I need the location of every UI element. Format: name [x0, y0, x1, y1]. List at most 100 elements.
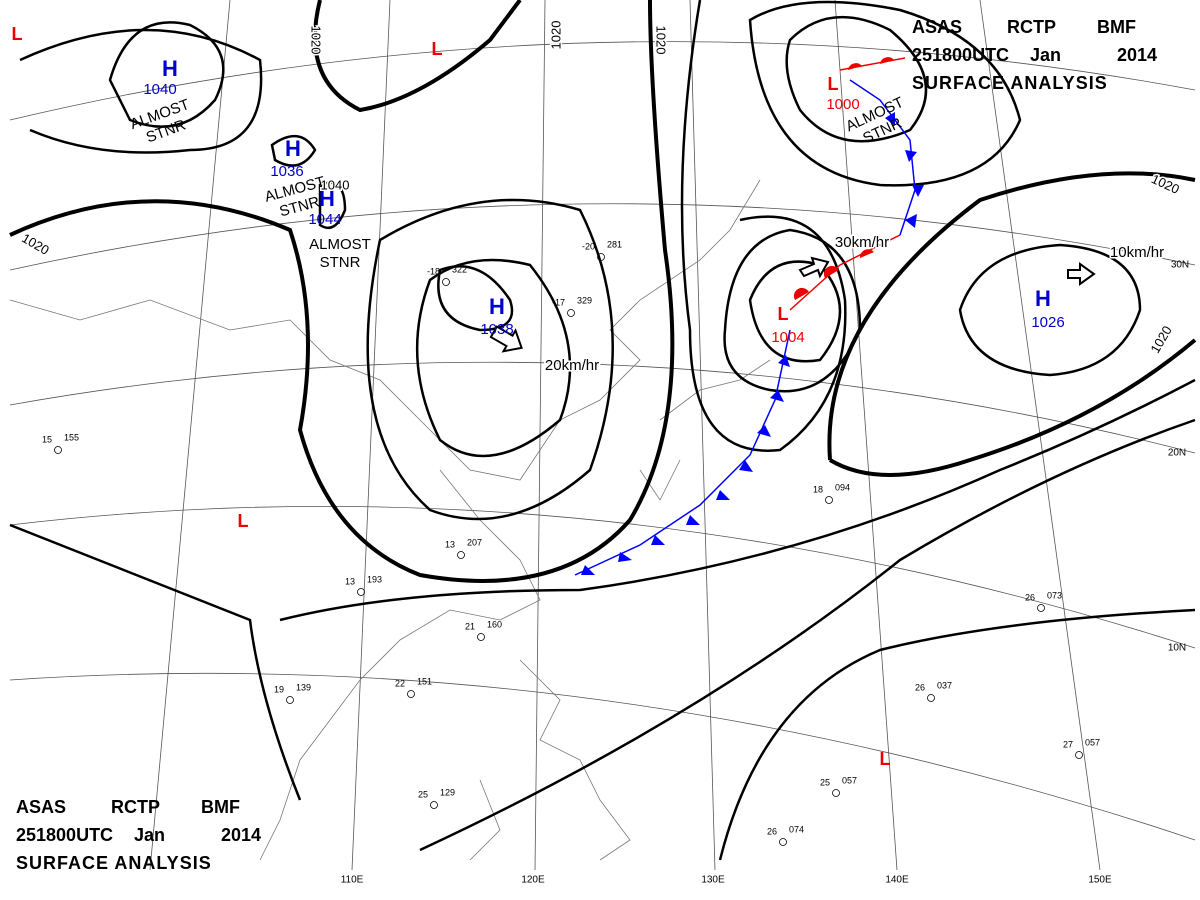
station-temp: 22	[395, 678, 405, 688]
station-symbol	[825, 496, 833, 504]
longitude-label: 120E	[521, 875, 545, 886]
station-temp: 15	[42, 434, 52, 444]
center-pressure: 1038	[480, 321, 513, 338]
station-temp: 26	[915, 682, 925, 692]
motion-arrows	[489, 256, 1096, 353]
center-symbol: H	[1035, 286, 1051, 311]
station-symbol	[430, 801, 438, 809]
station-symbol	[442, 278, 450, 286]
lat-line	[9, 41, 1196, 121]
latitude-label: 10N	[1168, 643, 1186, 654]
station-symbol	[567, 309, 575, 317]
front-symbols	[848, 57, 894, 70]
lon-line	[351, 0, 391, 871]
header-text: ASAS	[16, 797, 66, 817]
station-pressure: 329	[577, 295, 592, 305]
station-pressure: 073	[1047, 590, 1062, 600]
isobar	[958, 243, 1142, 377]
station-pressure: 193	[367, 574, 382, 584]
station-temp: 25	[418, 789, 428, 799]
isobar	[19, 28, 263, 154]
longitude-label: 130E	[701, 875, 725, 886]
header-text: 2014	[221, 825, 261, 845]
station-symbol	[477, 633, 485, 641]
center-symbol: H	[489, 294, 505, 319]
station-temp: 13	[345, 576, 355, 586]
lat-line	[9, 361, 1196, 454]
header-text: ASAS	[912, 17, 962, 37]
center-pressure: 1036	[270, 163, 303, 180]
coast	[639, 359, 771, 501]
station-symbol	[927, 694, 935, 702]
isobars	[9, 0, 1197, 861]
station-symbol	[832, 789, 840, 797]
station-symbol	[1075, 751, 1083, 759]
station-temp: 25	[820, 777, 830, 787]
header-text: Jan	[134, 825, 165, 845]
station-symbol	[597, 253, 605, 261]
isobar	[108, 21, 225, 128]
coast	[9, 179, 761, 481]
isobar	[827, 171, 1197, 477]
station-pressure: 094	[835, 482, 850, 492]
lon-line	[834, 0, 898, 871]
center-symbol: H	[285, 136, 301, 161]
center-symbol: H	[319, 186, 335, 211]
lon-line	[689, 0, 716, 871]
center-pressure: 1040	[143, 81, 176, 98]
station-symbol	[457, 551, 465, 559]
coast	[469, 659, 631, 861]
station-temp: -18	[427, 266, 440, 276]
station-temp: -20	[582, 241, 595, 251]
station-pressure: 322	[452, 264, 467, 274]
station-symbol	[54, 446, 62, 454]
isobar	[415, 258, 572, 458]
isobar	[318, 181, 347, 230]
isobar-label: 1020	[548, 21, 563, 50]
station-pressure: 281	[607, 239, 622, 249]
isobar	[366, 198, 614, 521]
station-temp: 21	[465, 621, 475, 631]
header-text: 2014	[1117, 45, 1157, 65]
station-pressure: 074	[789, 824, 804, 834]
isobar	[437, 265, 514, 332]
coast	[259, 469, 541, 861]
isobar-label: 1020	[654, 26, 669, 55]
header-text: BMF	[1097, 17, 1136, 37]
isobar	[680, 0, 847, 452]
header-text: 251800UTC	[912, 45, 1009, 65]
station-pressure: 151	[417, 676, 432, 686]
station-symbol	[286, 696, 294, 704]
motion-label: 20km/hr	[545, 357, 599, 374]
center-pressure: 1004	[771, 329, 804, 346]
isobar	[748, 260, 842, 363]
station-pressure: 057	[842, 775, 857, 785]
header-text: 251800UTC	[16, 825, 113, 845]
warm-front	[789, 234, 901, 311]
station-pressure: 207	[467, 537, 482, 547]
station-temp: 27	[1063, 739, 1073, 749]
station-temp: 26	[767, 826, 777, 836]
isobar	[9, 0, 675, 583]
header-text: BMF	[201, 797, 240, 817]
isobar-label: 1040	[321, 177, 350, 192]
isobar	[9, 418, 1196, 852]
center-symbol: L	[880, 749, 891, 769]
longitude-label: 150E	[1088, 875, 1112, 886]
center-symbol: L	[778, 304, 789, 324]
station-temp: 18	[813, 484, 823, 494]
station-pressure: 155	[64, 432, 79, 442]
center-pressure: 1044	[308, 211, 341, 228]
station-temp: 13	[445, 539, 455, 549]
station-symbol	[779, 838, 787, 846]
station-symbol	[407, 690, 415, 698]
center-pressure: 1026	[1031, 314, 1064, 331]
station-pressure: 129	[440, 787, 455, 797]
station-symbol	[1037, 604, 1045, 612]
isobar	[785, 15, 928, 143]
lat-line	[9, 203, 1196, 271]
motion-arrow	[489, 325, 523, 353]
station-symbol	[357, 588, 365, 596]
station-temp: 26	[1025, 592, 1035, 602]
